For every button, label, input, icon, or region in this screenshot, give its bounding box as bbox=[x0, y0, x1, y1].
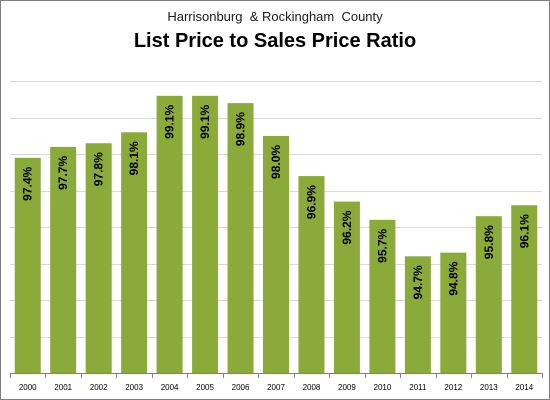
bar-2007 bbox=[263, 135, 289, 373]
chart-title: List Price to Sales Price Ratio bbox=[133, 30, 417, 52]
bar-2006 bbox=[227, 103, 254, 373]
bar-2002 bbox=[85, 143, 112, 373]
data-label: 95.8% bbox=[482, 225, 496, 259]
x-tick-label: 2011 bbox=[409, 383, 427, 392]
bar-2000 bbox=[14, 157, 41, 373]
bar-2012 bbox=[440, 252, 467, 373]
x-tick-label: 2008 bbox=[303, 383, 321, 392]
data-label: 98.1% bbox=[127, 141, 141, 175]
bar-2009 bbox=[333, 201, 360, 373]
x-tick-label: 2003 bbox=[125, 383, 143, 392]
bar-2008 bbox=[298, 176, 325, 373]
data-label: 96.1% bbox=[517, 214, 531, 248]
data-label: 94.8% bbox=[446, 261, 460, 295]
x-tick-label: 2013 bbox=[480, 383, 498, 392]
x-tick-label: 2012 bbox=[444, 383, 462, 392]
bar-2011 bbox=[404, 256, 431, 373]
data-label: 96.9% bbox=[304, 185, 318, 219]
x-tick-label: 2005 bbox=[196, 383, 214, 392]
x-tick-label: 2010 bbox=[374, 383, 392, 392]
bar-2001 bbox=[50, 146, 77, 373]
data-label: 97.8% bbox=[92, 152, 106, 186]
x-tick-label: 2004 bbox=[161, 383, 179, 392]
x-tick-label: 2001 bbox=[54, 383, 72, 392]
data-label: 98.9% bbox=[234, 112, 248, 146]
data-label: 97.7% bbox=[56, 156, 70, 190]
data-label: 94.7% bbox=[411, 265, 425, 299]
data-label: 97.4% bbox=[21, 166, 35, 200]
bar-2004 bbox=[156, 95, 183, 373]
x-tick-label: 2006 bbox=[232, 383, 250, 392]
data-labels: 97.4% 97.7% 97.8% 98.1% 99.1% 99.1% 98.9% 98.0%… bbox=[21, 104, 532, 299]
x-tick-label: 2009 bbox=[338, 383, 356, 392]
data-label: 96.2% bbox=[340, 210, 354, 244]
x-tick-label: 2007 bbox=[267, 383, 285, 392]
x-tick-label: 2014 bbox=[515, 383, 533, 392]
chart-subtitle: Harrisonburg & Rockingham County bbox=[167, 9, 383, 24]
x-tick-labels: 2000 2001 2002 2003 2004 2005 2006 2007 2008 2009… bbox=[19, 383, 534, 392]
x-axis bbox=[10, 373, 543, 378]
x-tick-label: 2002 bbox=[90, 383, 108, 392]
data-label: 95.7% bbox=[375, 228, 389, 262]
data-label: 99.1% bbox=[163, 104, 177, 138]
bar-2013 bbox=[475, 216, 502, 373]
bars bbox=[14, 95, 538, 373]
bar-2005 bbox=[192, 95, 219, 373]
bar-2010 bbox=[369, 219, 396, 373]
bar-2003 bbox=[121, 132, 148, 373]
bar-2014 bbox=[511, 205, 538, 373]
data-label: 98.0% bbox=[269, 145, 283, 179]
data-label: 99.1% bbox=[198, 104, 212, 138]
x-tick-label: 2000 bbox=[19, 383, 37, 392]
